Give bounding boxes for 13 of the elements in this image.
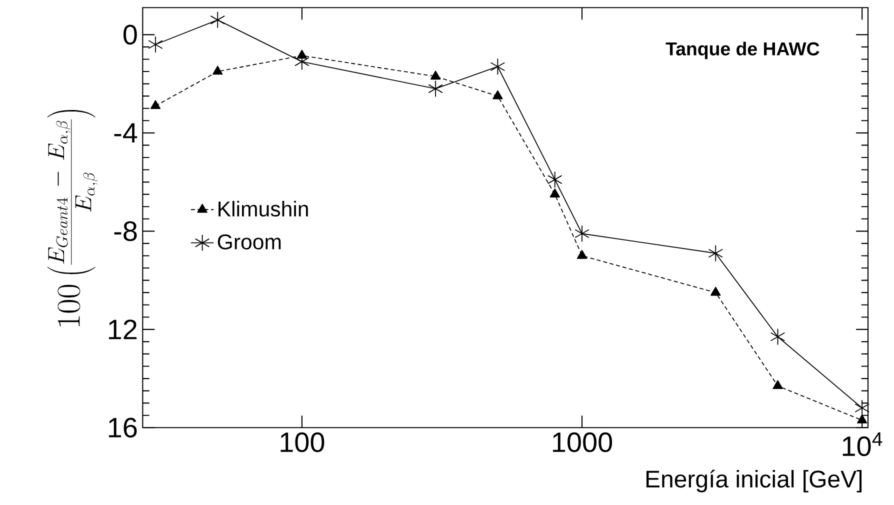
x-tick-label: 100 (280, 432, 324, 452)
x-tick-label: 10$^{4}$ (842, 432, 882, 456)
legend-label: Klimushin (218, 200, 308, 217)
y-tick-label: -8 (114, 221, 137, 242)
y-axis-title: $100\left(\frac{E_{Geant4}\ -\ E_{\alpha,\beta}}{E_{\alpha,\beta}}\right)$ (47, 110, 98, 326)
y-tick-label: 16 (108, 418, 137, 438)
y-tick-label: 12 (108, 320, 137, 340)
y-tick-label: 0 (123, 24, 137, 45)
x-axis-title: Energía inicial [GeV] (646, 470, 862, 492)
y-tick-label: -4 (114, 123, 138, 143)
legend-label: Groom (218, 234, 281, 250)
x-tick-label: 1000 (552, 432, 612, 452)
annotation: Tanque de HAWC (666, 42, 820, 60)
